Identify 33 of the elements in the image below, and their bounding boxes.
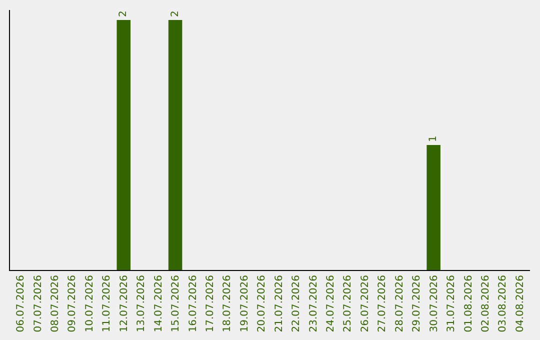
data-label: 2 [118,10,130,17]
x-tick-label: 25.07.2026 [342,275,354,332]
x-tick-label: 17.07.2026 [204,275,216,332]
x-tick-label: 19.07.2026 [239,275,250,332]
x-tick-label: 22.07.2026 [291,275,302,332]
x-tick-label: 06.07.2026 [16,275,27,332]
x-tick-label: 02.08.2026 [480,275,492,332]
x-tick-label: 03.08.2026 [498,275,509,332]
x-tick-label: 27.07.2026 [377,275,388,332]
x-tick-label: 23.07.2026 [308,275,320,332]
data-label: 2 [170,10,181,17]
data-label: 1 [428,136,440,142]
x-tick-label: 26.07.2026 [360,275,371,332]
x-tick-label: 31.07.2026 [446,275,458,332]
x-tick-label: 20.07.2026 [256,275,268,332]
x-tick-label: 10.07.2026 [84,275,96,332]
x-tick-label: 24.07.2026 [326,275,337,332]
x-tick-label: 01.08.2026 [463,275,474,332]
x-tick-label: 18.07.2026 [222,275,234,332]
x-tick-label: 09.07.2026 [67,275,78,332]
x-tick-label: 29.07.2026 [412,275,423,332]
x-tick-label: 16.07.2026 [188,275,199,332]
x-tick-label: 14.07.2026 [153,275,164,332]
x-tick-label: 04.08.2026 [514,275,526,332]
x-tick-label: 13.07.2026 [136,275,148,332]
x-tick-label: 15.07.2026 [170,275,182,332]
x-tick-label: 08.07.2026 [50,275,62,332]
x-tick-label: 11.07.2026 [102,275,113,332]
x-tick-label: 12.07.2026 [118,275,130,332]
x-tick-label: 07.07.2026 [32,275,44,332]
x-tick-label: 21.07.2026 [274,275,285,332]
x-tick-label: 30.07.2026 [428,275,440,332]
x-tick-label: 28.07.2026 [394,275,406,332]
